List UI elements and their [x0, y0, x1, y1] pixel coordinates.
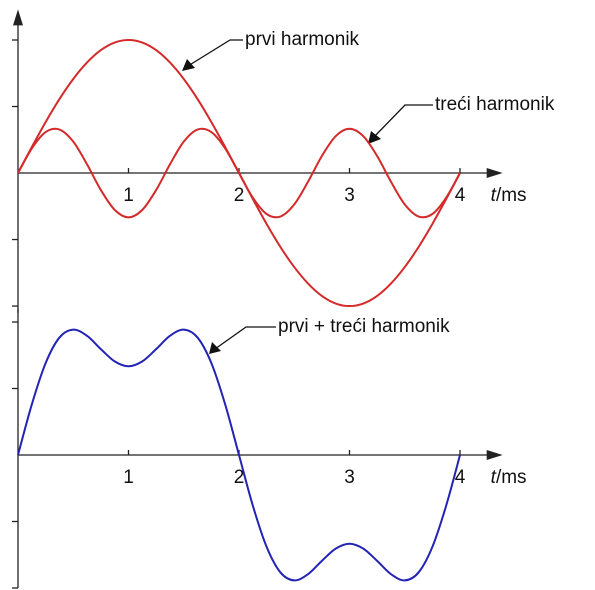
x-tick-label: 3 — [344, 185, 355, 206]
x-axis-unit: /ms — [496, 185, 527, 206]
annotation: treći harmonik — [435, 94, 555, 115]
series-line — [17, 328, 461, 582]
arrowhead — [209, 342, 221, 354]
arrowhead — [182, 59, 195, 71]
series-line — [17, 127, 461, 219]
leader-line — [373, 104, 433, 138]
x-tick-label: 4 — [455, 467, 466, 488]
annotation: prvi harmonik — [245, 29, 360, 50]
x-axis-variable: t — [491, 467, 497, 488]
axis-arrow — [13, 9, 23, 26]
x-axis-label: t/ms — [491, 467, 527, 488]
x-axis-variable: t — [491, 185, 497, 206]
x-tick-label: 3 — [344, 467, 355, 488]
x-tick-label: 1 — [123, 185, 134, 206]
x-tick-label: 2 — [234, 467, 245, 488]
annotation: prvi + treći harmonik — [278, 316, 450, 337]
leader-line — [187, 39, 243, 67]
x-axis-unit: /ms — [496, 467, 527, 488]
arrowhead — [368, 131, 381, 144]
x-axis-label: t/ms — [491, 185, 527, 206]
x-tick-label: 1 — [123, 467, 134, 488]
leader-line — [214, 326, 276, 350]
x-tick-label: 2 — [234, 185, 245, 206]
axis-arrow — [486, 450, 503, 460]
axis-arrow — [486, 168, 503, 179]
x-tick-label: 4 — [455, 185, 466, 206]
